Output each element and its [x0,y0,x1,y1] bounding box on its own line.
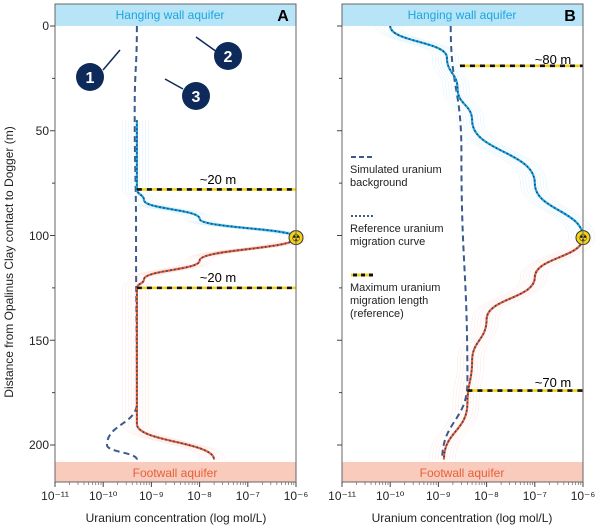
ensemble-line [392,25,587,238]
migration-curve [389,25,585,238]
x-tick-label: 10⁻¹⁰ [376,489,405,503]
ensemble-line [122,237,282,460]
x-tick-label: 10⁻⁸ [187,489,212,503]
ensemble-line [142,237,303,460]
x-tick-label: 10⁻⁶ [284,489,309,503]
ensemble-line [395,25,590,238]
panel-a-bottom-band [55,462,296,482]
x-tick-label: 10⁻⁶ [571,489,596,503]
callout-3: 3 [164,78,210,110]
callout-1: 1 [76,49,121,91]
ensemble-line [432,237,572,460]
ensemble-line [127,237,288,460]
background-curve [441,25,469,460]
y-axis-label: Distance from Opalinus Clay contact to D… [2,126,16,397]
callout-2-label: 2 [224,49,233,66]
panel-b-top-band-label: Hanging wall aquifer [408,8,517,22]
panel-a: Hanging wall aquifer A Footwall aquifer … [29,3,308,483]
callout-2: 2 [195,36,242,70]
x-tick-label: 10⁻¹¹ [328,489,356,503]
legend-label-reference-1: Reference uranium [350,223,444,235]
x-axis-label-b: Uranium concentration (log mol/L) [372,511,553,525]
callout-1-label: 1 [86,70,95,87]
ensemble-line [452,237,592,460]
panel-b: Hanging wall aquifer B Footwall aquifer … [341,3,595,483]
legend-label-maxlen-2: migration length [350,295,428,307]
y-tick: 150 [29,334,49,348]
y-tick: 200 [29,438,49,452]
migration-curve [135,236,298,461]
ensemble-line [378,25,572,238]
panel-b-frame [341,3,584,483]
ensemble-line [125,237,285,460]
ensemble-line [440,237,581,460]
panel-b-letter: B [564,8,576,25]
legend: Simulated uranium background Reference u… [350,156,444,320]
callout-3-label: 3 [192,89,201,106]
ensemble-line [148,237,308,460]
x-tick-label: 10⁻⁷ [236,489,260,503]
x-tick-label: 10⁻⁸ [474,489,499,503]
panel-a-bottom-band-label: Footwall aquifer [133,466,218,480]
legend-label-maxlen-1: Maximum uranium [350,282,440,294]
panel-b-bottom-band [342,462,583,482]
panel-b-top-band [342,4,583,26]
ensemble-line [446,237,587,460]
ensemble-line [375,25,569,238]
x-tick-label: 10⁻⁷ [523,489,547,503]
panel-a-len-label-1: ~20 m [200,172,237,187]
y-tick: 0 [42,19,49,33]
legend-label-reference-2: migration curve [350,236,425,248]
legend-label-background-2: background [350,177,408,189]
ensemble-line [145,237,305,460]
legend-label-background-1: Simulated uranium [350,164,442,176]
callout-3-circle [182,82,210,110]
ensemble-line [384,25,578,238]
panel-b-bottom-band-label: Footwall aquifer [420,466,505,480]
ensemble-line [387,25,581,238]
panel-a-len-label-2: ~20 m [200,270,237,285]
panel-a-y-ticks: 0 50 100 150 200 [29,19,49,452]
panel-a-top-band-label: Hanging wall aquifer [116,8,225,22]
y-tick: 100 [29,229,49,243]
ensemble-line [434,237,575,460]
panel-a-frame [54,3,297,483]
panel-b-len-label-2: ~70 m [535,375,572,390]
callout-2-circle [214,42,242,70]
x-tick-label: 10⁻⁹ [139,489,164,503]
ensemble-line [130,237,291,460]
reference-curve-dots [136,120,297,239]
panel-b-len-label-1: ~80 m [535,52,572,67]
panel-a-top-band [55,4,296,26]
x-tick-label: 10⁻¹¹ [41,489,69,503]
ensemble-line [455,237,595,460]
y-tick: 50 [36,124,50,138]
ensemble-line [381,25,575,238]
ensemble-line [429,237,569,460]
callout-1-circle [76,63,104,91]
background-curve [106,25,138,461]
ensemble-line [401,25,595,238]
panel-a-letter: A [277,8,289,25]
ensemble-line [398,25,592,238]
x-tick-label: 10⁻⁹ [426,489,451,503]
reference-curve-dots [443,237,584,460]
x-axis-label-a: Uranium concentration (log mol/L) [86,511,267,525]
legend-label-maxlen-3: (reference) [350,308,404,320]
x-tick-label: 10⁻¹⁰ [89,489,118,503]
ensemble-line [449,237,590,460]
